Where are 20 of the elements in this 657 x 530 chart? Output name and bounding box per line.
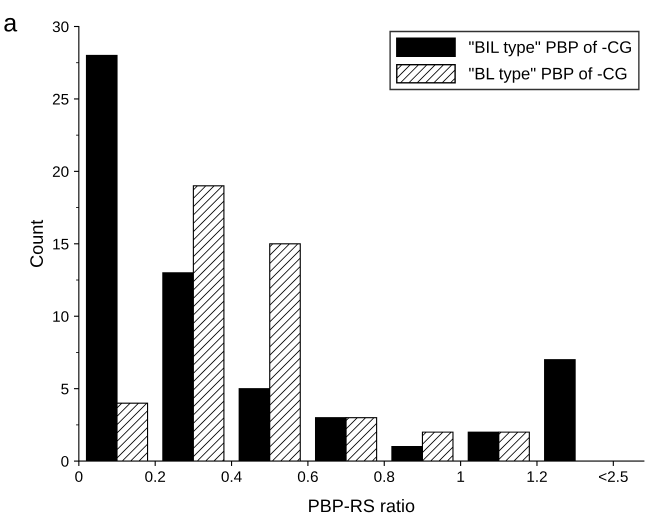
- legend-label: "BIL type" PBP of -CG: [469, 40, 631, 56]
- x-tick-label: 0.2: [145, 471, 166, 482]
- x-tick-label: 1: [458, 471, 464, 482]
- x-tick-label: 0.4: [222, 471, 242, 482]
- x-tick-label: <2.5: [598, 471, 628, 482]
- y-tick-label: 25: [52, 94, 68, 105]
- text: a: [4, 18, 18, 32]
- y-tick-label: 10: [53, 311, 69, 322]
- y-tick-label: 5: [61, 384, 68, 394]
- y-tick-label: 0: [61, 456, 69, 467]
- legend-label: "BL type" PBP of -CG: [469, 67, 626, 83]
- x-axis-title: PBP-RS ratio: [309, 498, 414, 512]
- y-axis-title: Count: [30, 220, 43, 267]
- y-tick-label: 20: [52, 166, 69, 178]
- y-tick-label: 30: [52, 21, 69, 32]
- y-tick-label: 15: [53, 238, 68, 250]
- x-tick-label: 0: [75, 471, 82, 482]
- x-tick-label: 0.6: [298, 471, 318, 482]
- x-tick-label: 1.2: [528, 471, 547, 482]
- x-tick-label: 0.8: [374, 471, 394, 482]
